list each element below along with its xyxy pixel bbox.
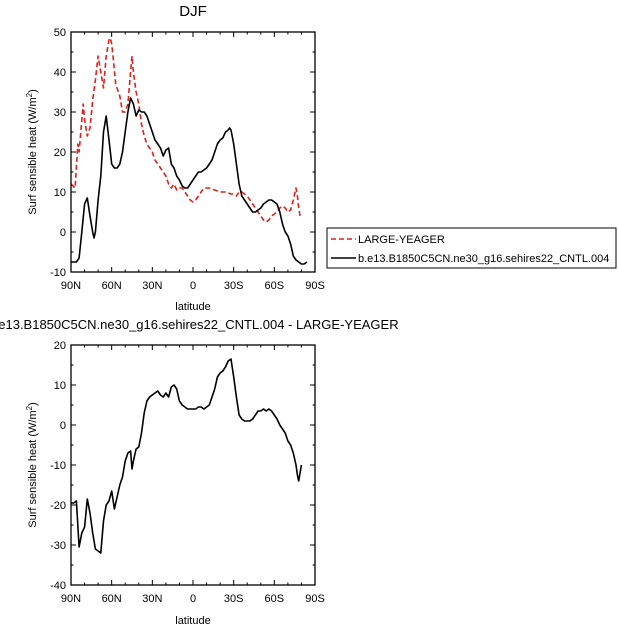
y-tick-label: 10 (54, 380, 66, 392)
y-tick-label: 30 (54, 107, 66, 119)
x-tick-label: 60S (265, 280, 285, 292)
x-tick-label: 60S (265, 593, 285, 605)
legend-frame (326, 227, 617, 269)
y-tick-label: 20 (54, 147, 66, 159)
y-tick-label: 0 (60, 420, 66, 432)
x-tick-label: 0 (190, 593, 196, 605)
chart-bottom-ylabel: Surf sensible heat (W/m2) (25, 402, 39, 528)
y-tick-label: -10 (50, 460, 66, 472)
x-tick-label: 30N (142, 593, 162, 605)
series-line-large-yeager (70, 37, 301, 223)
series-line-difference (71, 358, 303, 554)
x-tick-label: 90N (61, 280, 81, 292)
y-tick-label: 20 (54, 340, 66, 352)
y-tick-label: -20 (50, 500, 66, 512)
chart-bottom-xlabel: latitude (175, 615, 210, 627)
x-tick-label: 90S (305, 280, 325, 292)
x-tick-label: 60N (102, 593, 122, 605)
y-tick-label: -40 (50, 580, 66, 592)
y-tick-label: 40 (54, 67, 66, 79)
x-tick-label: 90S (305, 593, 325, 605)
series-line-b-e13-b1850c5cn-ne30-g16-sehires22-cntl-004 (71, 97, 308, 265)
chart-top: DJF 90N 60N 30N 0 30S 60S 90S -10 0 10 20 30 40 50 la… (25, 3, 617, 313)
chart-top-ylabel: Surf sensible heat (W/m2) (25, 89, 39, 215)
chart-top-frame (70, 31, 316, 273)
x-tick-label: 30N (142, 280, 162, 292)
chart-bottom: b.e13.B1850C5CN.ne30_g16.sehires22_CNTL.… (0, 317, 399, 627)
x-tick-label: 60N (102, 280, 122, 292)
y-tick-label: 10 (54, 187, 66, 199)
chart-top-title: DJF (179, 3, 207, 20)
y-tick-label: -30 (50, 540, 66, 552)
x-tick-label: 90N (61, 593, 81, 605)
x-tick-label: 30S (224, 280, 244, 292)
chart-bottom-frame (70, 344, 316, 586)
x-tick-label: 30S (224, 593, 244, 605)
y-tick-label: -10 (50, 267, 66, 279)
chart-top-xlabel: latitude (175, 301, 210, 313)
x-tick-label: 0 (190, 280, 196, 292)
chart-top-legend: LARGE-YEAGER b.e13.B1850C5CN.ne30_g16.se… (326, 227, 617, 269)
legend-label-large-yeager: LARGE-YEAGER (358, 234, 445, 246)
y-tick-label: 0 (60, 227, 66, 239)
legend-label-cntl: b.e13.B1850C5CN.ne30_g16.sehires22_CNTL.… (358, 253, 609, 265)
chart-bottom-title: b.e13.B1850C5CN.ne30_g16.sehires22_CNTL.… (0, 317, 399, 332)
y-tick-label: 50 (54, 27, 66, 39)
